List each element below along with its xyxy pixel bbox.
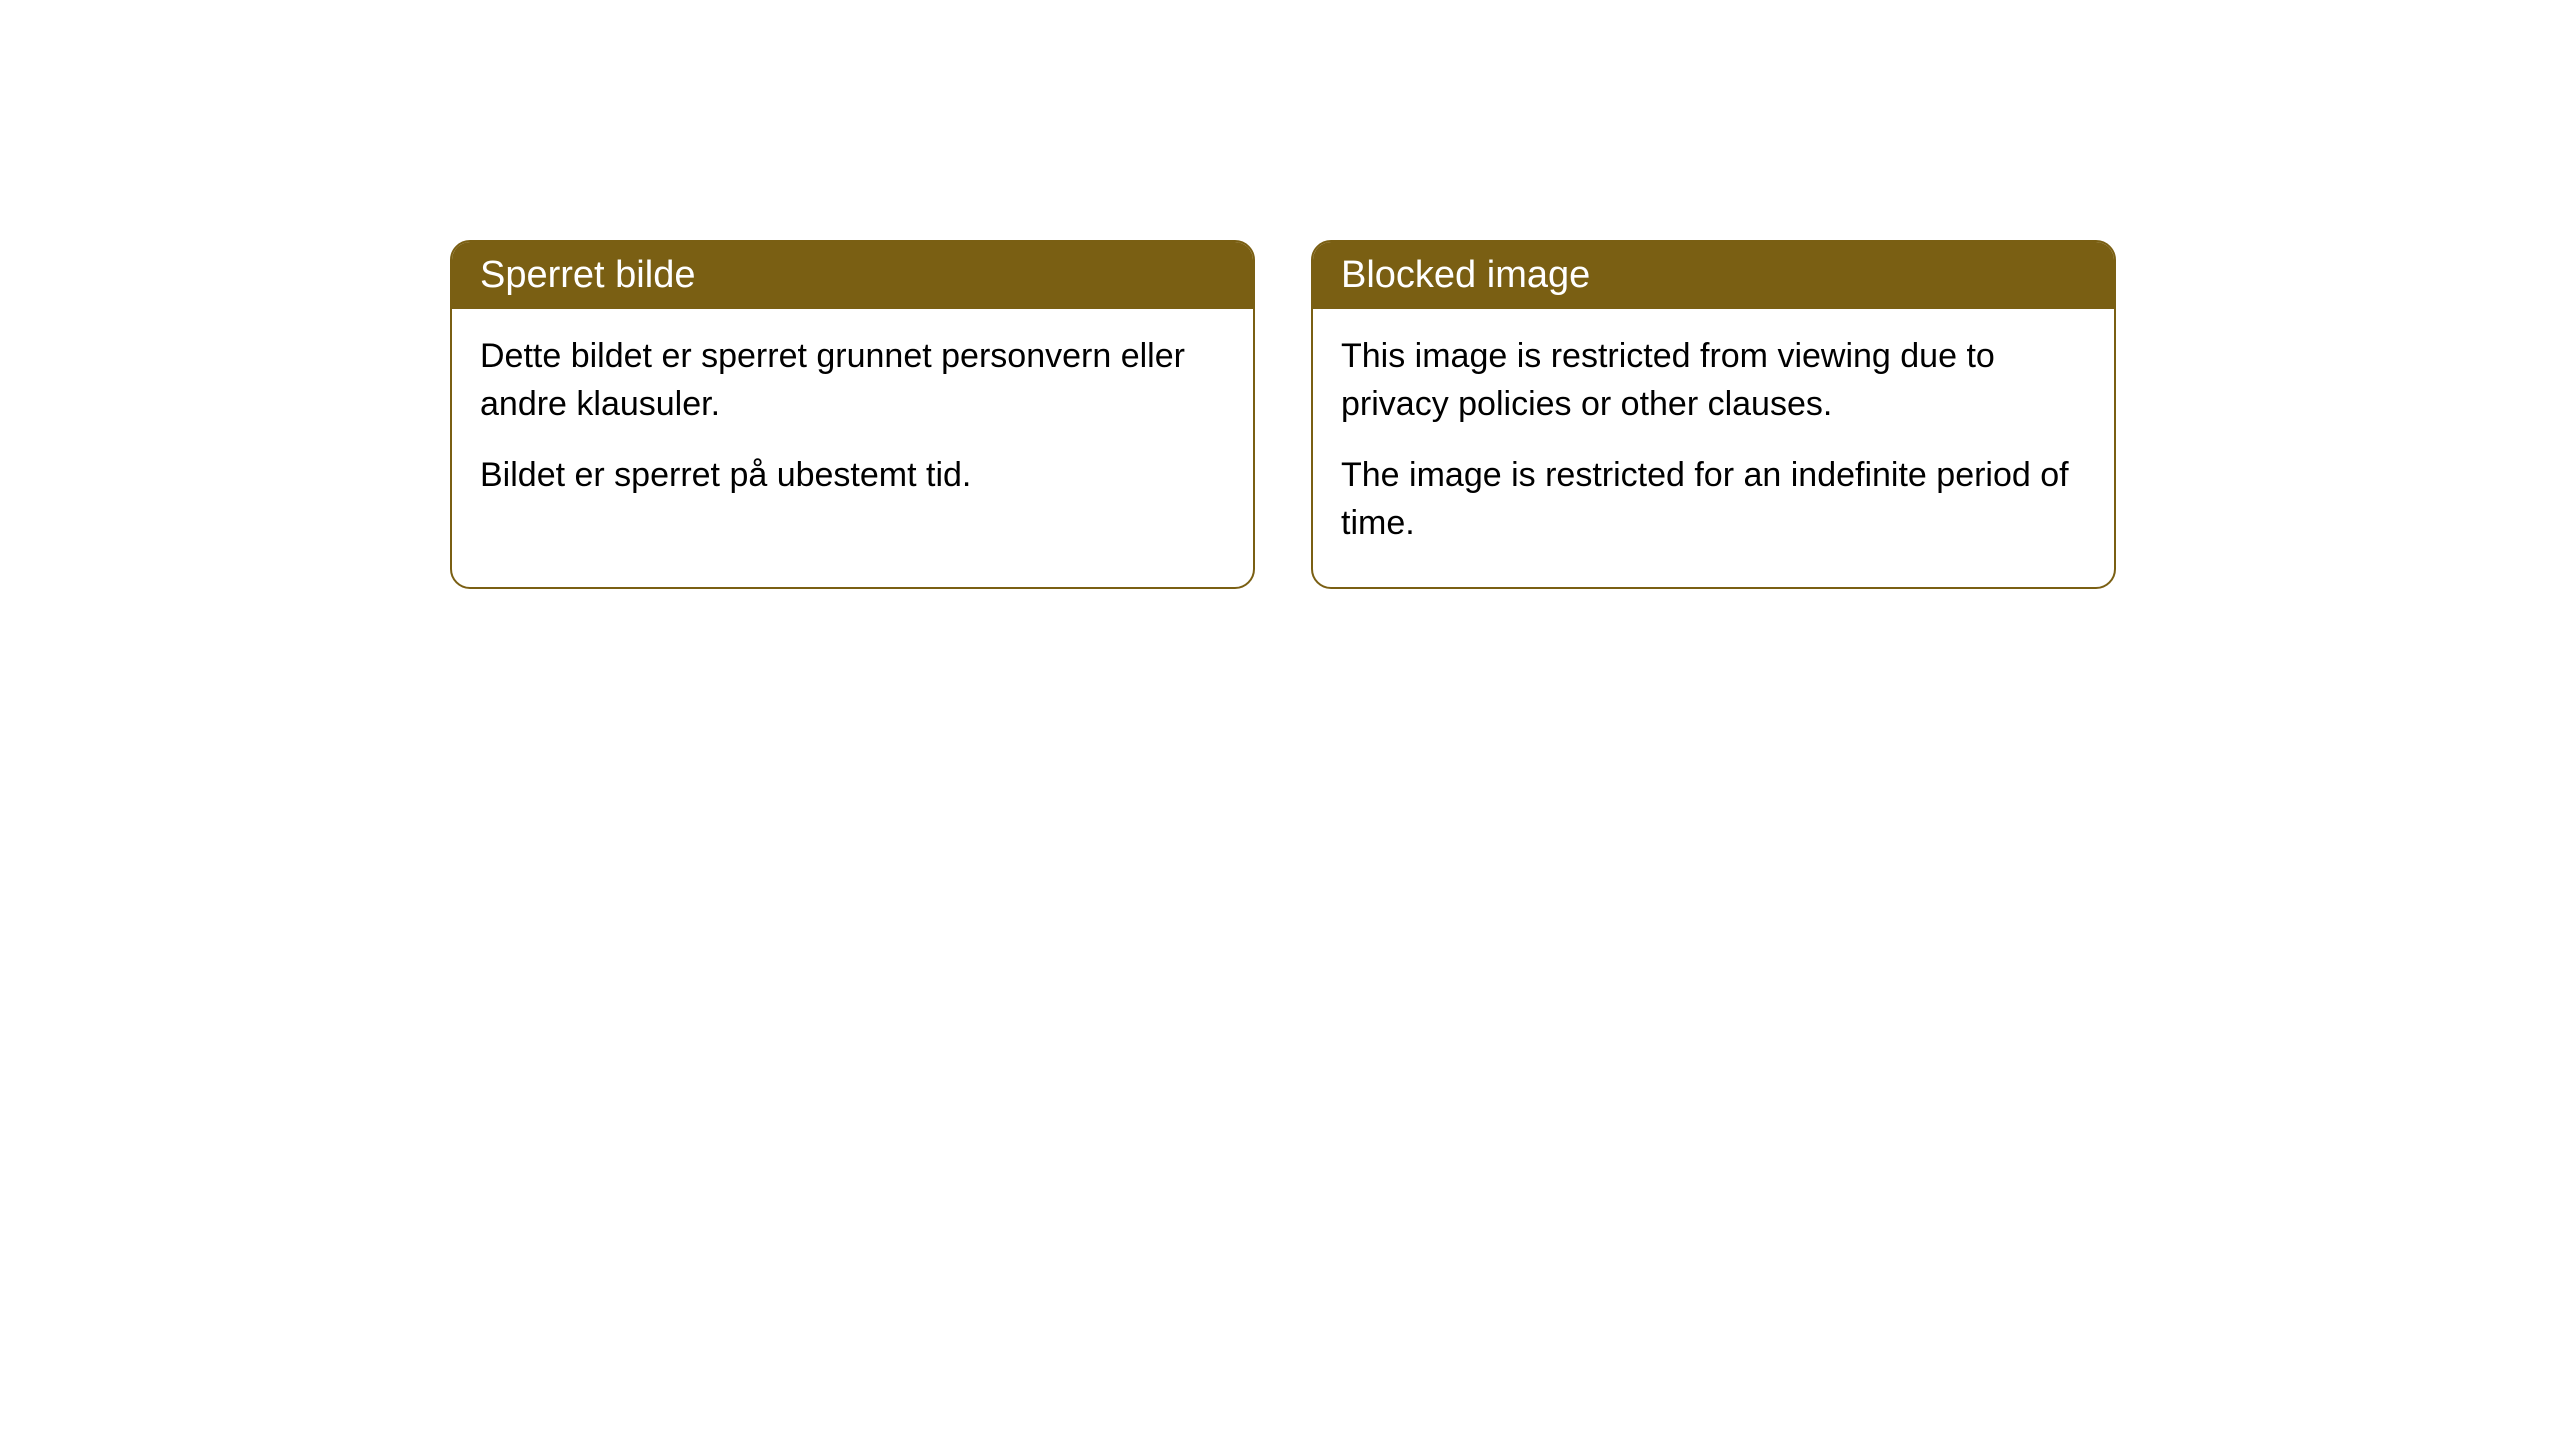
- notice-text-english-1: This image is restricted from viewing du…: [1341, 333, 2086, 428]
- card-header-english: Blocked image: [1313, 242, 2114, 309]
- notice-text-norwegian-2: Bildet er sperret på ubestemt tid.: [480, 452, 1225, 500]
- notice-text-norwegian-1: Dette bildet er sperret grunnet personve…: [480, 333, 1225, 428]
- blocked-image-card-norwegian: Sperret bilde Dette bildet er sperret gr…: [450, 240, 1255, 589]
- blocked-image-card-english: Blocked image This image is restricted f…: [1311, 240, 2116, 589]
- card-header-norwegian: Sperret bilde: [452, 242, 1253, 309]
- card-body-norwegian: Dette bildet er sperret grunnet personve…: [452, 309, 1253, 540]
- card-body-english: This image is restricted from viewing du…: [1313, 309, 2114, 587]
- notice-text-english-2: The image is restricted for an indefinit…: [1341, 452, 2086, 547]
- notice-cards-container: Sperret bilde Dette bildet er sperret gr…: [450, 240, 2116, 589]
